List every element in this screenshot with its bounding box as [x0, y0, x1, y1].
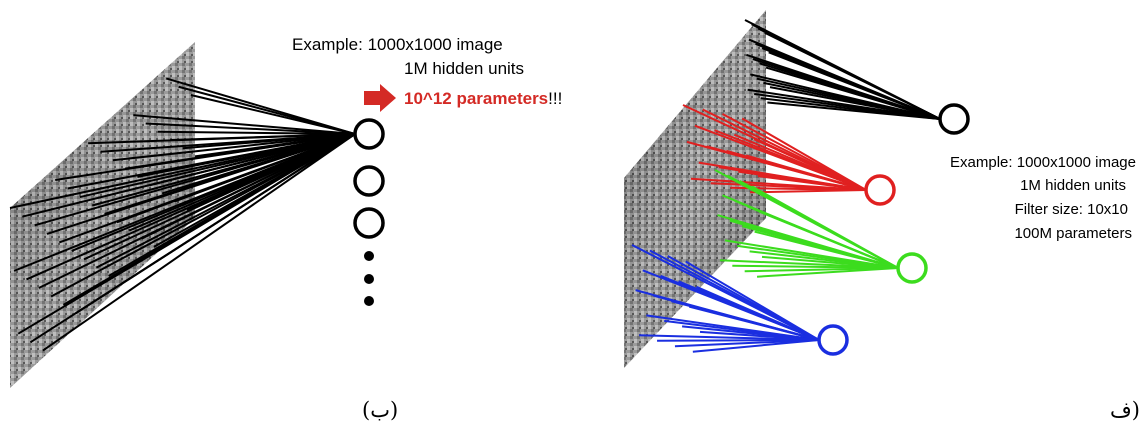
- connection-line: [170, 133, 356, 142]
- blue-field-line: [685, 260, 820, 341]
- hidden-unit-blue: [817, 324, 849, 356]
- connection-line: [112, 133, 356, 162]
- connection-line: [174, 133, 356, 203]
- black-field-line: [768, 51, 941, 120]
- red-arrow-icon: [364, 84, 396, 112]
- green-field-line: [759, 210, 899, 269]
- connection-line: [120, 133, 356, 286]
- red-field-line: [753, 138, 867, 191]
- example-text-right: Example: 1000x1000 image: [950, 154, 1136, 171]
- hidden-unit-red: [864, 174, 896, 206]
- connection-line: [190, 94, 356, 135]
- fully-connected-diagram: Example: 1000x1000 image 1M hidden units…: [9, 35, 562, 422]
- red-field-line: [757, 175, 867, 191]
- blue-field-line: [696, 285, 820, 341]
- blue-field-line: [692, 339, 820, 353]
- hidden-unit-node: [353, 207, 385, 239]
- hidden-unit-node: [353, 118, 385, 150]
- parameters-text-left: 10^12 parameters!!!: [404, 89, 562, 108]
- green-field-line: [751, 185, 899, 269]
- parameters-exclamation: !!!: [548, 89, 562, 108]
- connection-line: [182, 133, 356, 150]
- connection-line: [42, 133, 356, 352]
- blue-field-line: [657, 339, 820, 342]
- green-field-line: [744, 267, 899, 273]
- local-receptive-field-weights: [631, 19, 941, 353]
- connection-line: [133, 114, 356, 135]
- black-field-line: [767, 101, 941, 120]
- connection-line: [194, 133, 356, 158]
- connection-line: [161, 133, 356, 195]
- connection-line: [145, 122, 356, 135]
- blue-field-line: [674, 339, 820, 348]
- blue-field-line: [689, 305, 820, 341]
- connection-line: [141, 133, 356, 240]
- caption-left: (ب): [362, 398, 398, 422]
- green-field-line: [761, 255, 899, 269]
- connection-line: [186, 133, 356, 211]
- example-text-left: Example: 1000x1000 image: [292, 35, 503, 54]
- connection-line: [149, 133, 356, 187]
- fully-connected-weights: [9, 77, 356, 352]
- parameters-text-right: 100M parameters: [1014, 225, 1132, 242]
- connection-line: [137, 133, 356, 178]
- ellipsis-dot: [364, 296, 374, 306]
- filter-size-text: Filter size: 10x10: [1015, 201, 1128, 218]
- ellipsis-dot: [364, 251, 374, 261]
- red-field-line: [741, 117, 867, 191]
- hidden-unit-node: [353, 165, 385, 197]
- green-field-line: [756, 267, 899, 278]
- red-field-line: [745, 154, 867, 191]
- parameters-highlight: 10^12 parameters: [404, 89, 548, 108]
- black-field-line: [764, 31, 941, 120]
- blue-field-line: [699, 330, 820, 341]
- connection-line: [95, 133, 356, 269]
- black-field-line: [765, 66, 941, 120]
- green-field-line: [754, 230, 899, 269]
- locally-connected-diagram: Example: 1000x1000 image 1M hidden units…: [624, 10, 1140, 422]
- black-field-line: [769, 86, 941, 120]
- connection-line: [157, 130, 356, 135]
- hidden-units-text-left: 1M hidden units: [404, 59, 524, 78]
- connection-line: [153, 133, 356, 248]
- hidden-unit-black: [938, 103, 970, 135]
- hidden-units-text-right: 1M hidden units: [1020, 177, 1126, 194]
- caption-right: ف): [1110, 398, 1140, 422]
- hidden-unit-green: [896, 252, 928, 284]
- red-field-line: [750, 189, 867, 194]
- ellipsis-dot: [364, 274, 374, 284]
